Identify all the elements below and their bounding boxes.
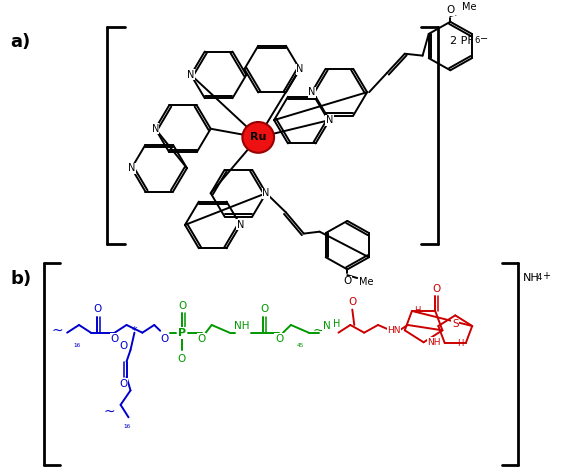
Text: O: O bbox=[111, 333, 119, 343]
Text: N: N bbox=[308, 87, 315, 97]
Text: 4: 4 bbox=[537, 273, 542, 282]
Text: N: N bbox=[323, 321, 330, 331]
Text: O: O bbox=[94, 305, 102, 315]
Text: b): b) bbox=[11, 270, 32, 288]
Text: N: N bbox=[152, 124, 159, 134]
Text: N: N bbox=[237, 220, 244, 230]
Circle shape bbox=[242, 122, 274, 153]
Text: N: N bbox=[128, 163, 135, 173]
Text: Ru: Ru bbox=[250, 132, 266, 142]
Text: NH: NH bbox=[523, 273, 540, 283]
Text: O: O bbox=[119, 341, 128, 351]
Text: ~: ~ bbox=[52, 324, 63, 338]
Text: −: − bbox=[480, 35, 488, 44]
Text: NH: NH bbox=[428, 338, 441, 347]
Text: O: O bbox=[160, 333, 168, 343]
Text: O: O bbox=[178, 354, 186, 364]
Text: N: N bbox=[326, 115, 333, 125]
Text: H: H bbox=[457, 339, 464, 348]
Text: ₁₆: ₁₆ bbox=[74, 341, 81, 350]
Text: S: S bbox=[452, 319, 459, 329]
Text: O: O bbox=[343, 276, 351, 286]
Text: HN: HN bbox=[387, 326, 401, 335]
Text: O: O bbox=[446, 5, 455, 15]
Text: 6: 6 bbox=[474, 36, 479, 45]
Text: Me: Me bbox=[359, 277, 374, 287]
Text: +: + bbox=[542, 271, 550, 281]
Text: ~: ~ bbox=[312, 324, 324, 338]
Text: P: P bbox=[178, 328, 186, 338]
Text: Me: Me bbox=[462, 2, 477, 12]
Text: H: H bbox=[414, 307, 420, 315]
Text: H: H bbox=[333, 319, 340, 329]
Text: ₁₆: ₁₆ bbox=[123, 421, 130, 430]
Text: ~: ~ bbox=[103, 404, 115, 419]
Text: NH: NH bbox=[234, 321, 249, 331]
Text: N: N bbox=[187, 70, 194, 80]
Text: N: N bbox=[296, 64, 303, 74]
Text: O: O bbox=[432, 284, 441, 294]
Text: 2 PF: 2 PF bbox=[450, 36, 474, 46]
Text: O: O bbox=[198, 333, 206, 343]
Text: O: O bbox=[179, 300, 187, 311]
Text: O: O bbox=[275, 333, 283, 343]
Text: O: O bbox=[260, 305, 268, 315]
Text: ₄₅: ₄₅ bbox=[297, 341, 305, 350]
Text: O: O bbox=[120, 379, 128, 389]
Text: *: * bbox=[132, 326, 137, 336]
Text: a): a) bbox=[11, 33, 31, 51]
Text: O: O bbox=[348, 297, 356, 307]
Text: N: N bbox=[262, 188, 270, 198]
